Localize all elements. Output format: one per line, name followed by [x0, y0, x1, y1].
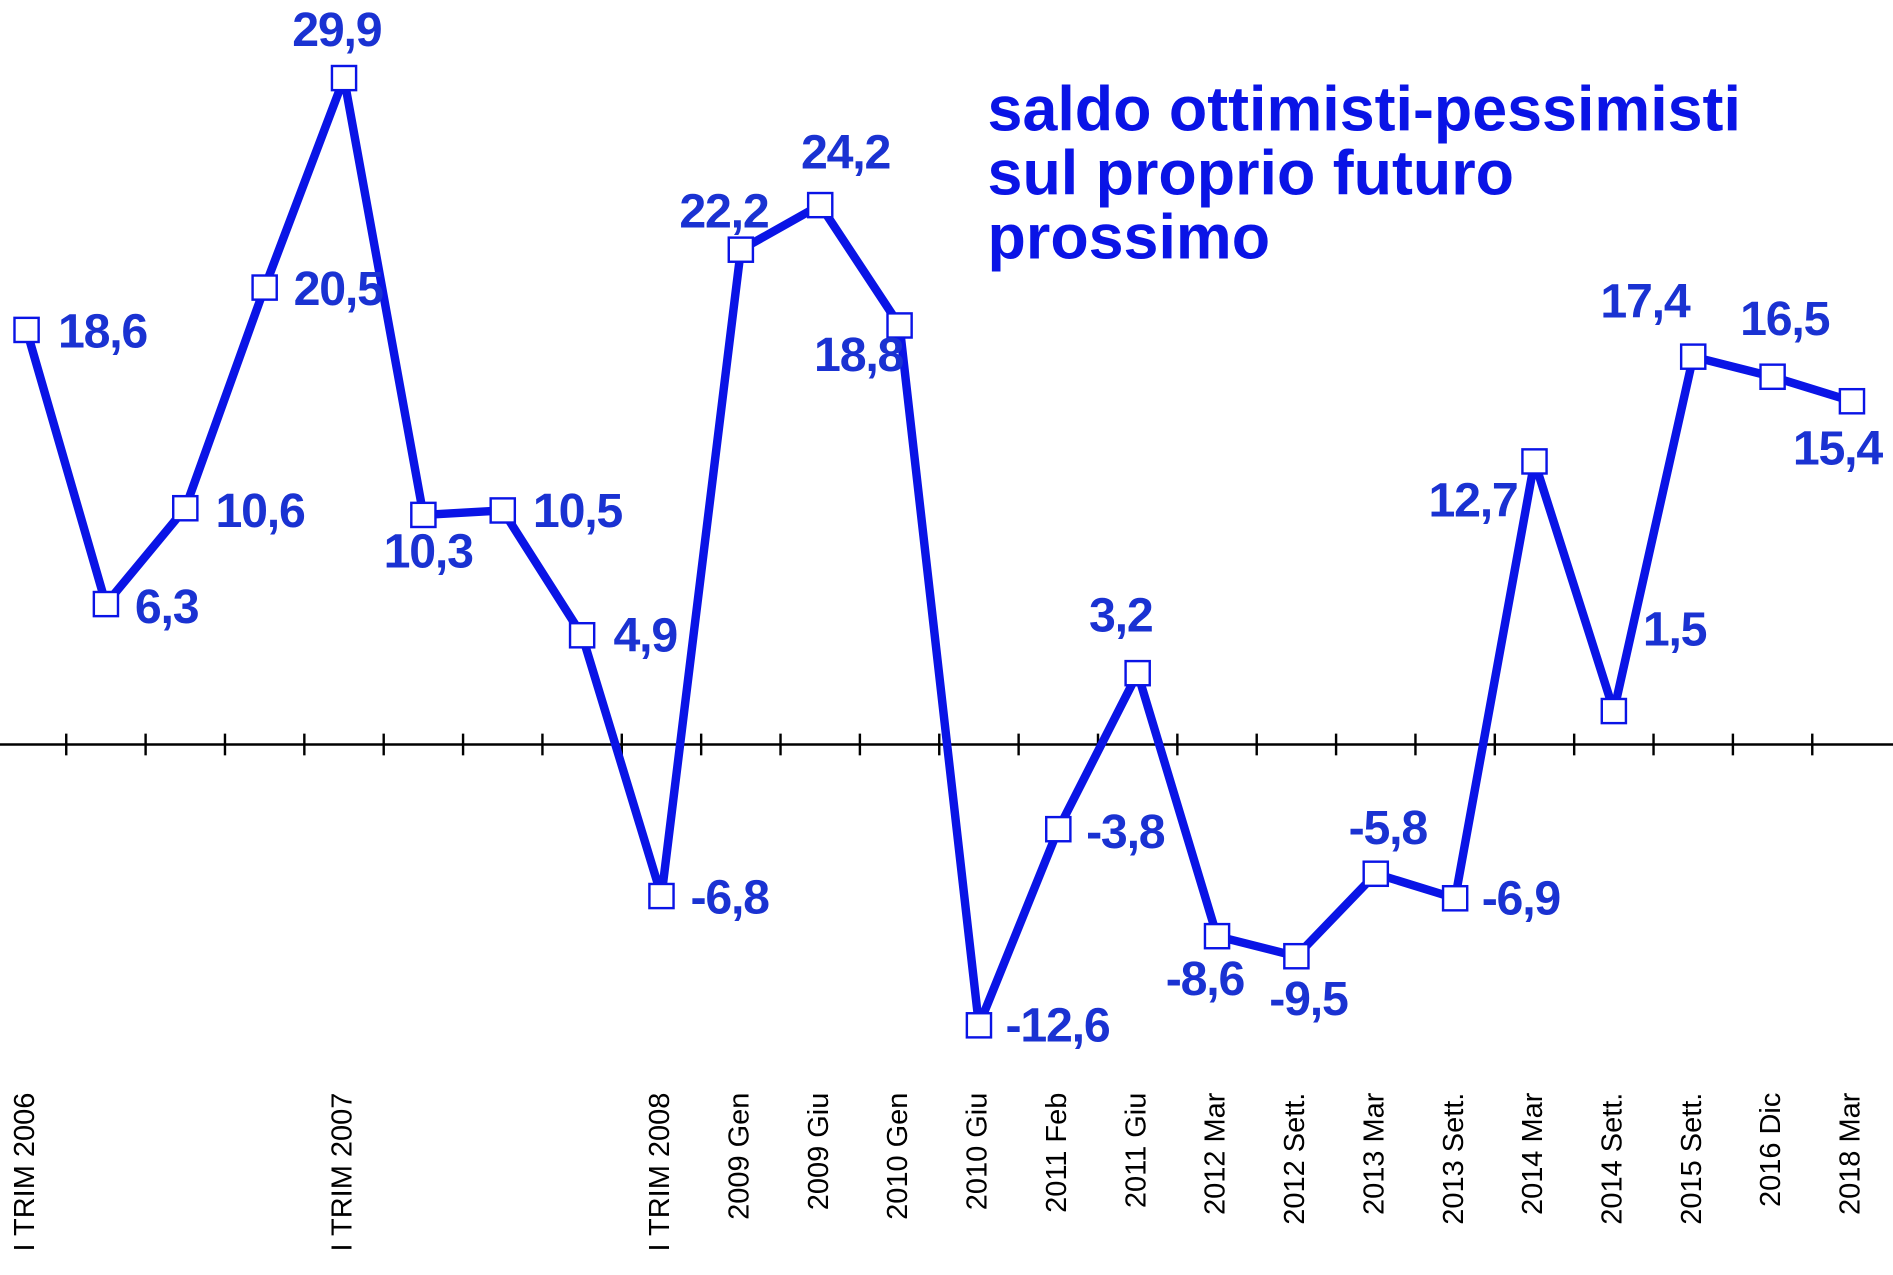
- data-point: [1441, 884, 1469, 912]
- data-point: [172, 494, 199, 522]
- data-label: 3,2: [1089, 589, 1153, 643]
- data-point: [1045, 815, 1072, 843]
- series-line: [22, 73, 1854, 1030]
- x-tick-label: 2011 Feb: [1041, 1093, 1073, 1213]
- x-tick-label: 2015 Sett.: [1676, 1093, 1708, 1225]
- data-point: [568, 621, 596, 649]
- data-label: 17,4: [1600, 275, 1690, 329]
- x-tick-label: 2011 Giu: [1120, 1093, 1152, 1208]
- x-tick-label: 2012 Sett.: [1279, 1093, 1311, 1225]
- x-tick-label: 2018 Mar: [1835, 1092, 1867, 1215]
- x-tick-label: I TRIM 2006: [9, 1093, 41, 1252]
- data-point: [489, 497, 517, 524]
- data-label: 4,9: [614, 609, 678, 663]
- data-label: 16,5: [1740, 292, 1829, 346]
- data-label: -8,6: [1166, 952, 1245, 1006]
- x-tick-label: 2014 Sett.: [1597, 1093, 1629, 1225]
- data-point: [886, 312, 913, 339]
- data-point: [1521, 448, 1548, 475]
- data-point: [330, 64, 358, 92]
- data-point: [1679, 343, 1707, 370]
- chart-title: saldo ottimisti-pessimisti: [988, 74, 1741, 144]
- x-tick-label: 2012 Mar: [1200, 1092, 1232, 1215]
- x-tick-label: 2014 Mar: [1517, 1092, 1549, 1215]
- data-label: 24,2: [801, 125, 890, 179]
- data-point: [806, 191, 834, 219]
- data-label: -6,9: [1482, 872, 1561, 926]
- data-label: -3,8: [1086, 805, 1165, 859]
- data-point: [727, 236, 755, 263]
- x-tick-label: 2009 Gen: [724, 1093, 756, 1220]
- chart-title: prossimo: [988, 202, 1271, 272]
- data-label: -6,8: [690, 871, 769, 925]
- x-tick-label: 2010 Gen: [882, 1093, 914, 1220]
- data-label: 12,7: [1428, 473, 1517, 527]
- data-point: [410, 501, 437, 529]
- data-label: 1,5: [1643, 602, 1707, 656]
- data-point: [13, 316, 40, 344]
- x-tick-label: 2013 Mar: [1358, 1092, 1390, 1215]
- x-tick-label: 2013 Sett.: [1438, 1093, 1470, 1225]
- data-point: [1203, 922, 1231, 950]
- data-point: [1124, 659, 1151, 687]
- data-label: 20,5: [294, 262, 383, 316]
- data-point: [1838, 387, 1866, 415]
- data-label: 10,5: [533, 484, 622, 538]
- data-point: [1283, 942, 1310, 970]
- data-label: -12,6: [1005, 999, 1109, 1053]
- data-point: [1759, 363, 1786, 391]
- data-label: 18,8: [814, 328, 903, 382]
- x-tick-label: 2010 Giu: [962, 1093, 994, 1211]
- data-label: 6,3: [135, 580, 199, 634]
- x-tick-label: 2009 Giu: [803, 1093, 835, 1211]
- data-label: 15,4: [1793, 422, 1883, 476]
- data-point: [648, 882, 675, 910]
- data-point: [92, 590, 120, 618]
- data-point: [1362, 860, 1390, 888]
- x-tick-label: I TRIM 2008: [644, 1093, 676, 1252]
- data-point: [1600, 697, 1628, 725]
- data-label: 10,6: [215, 484, 304, 538]
- chart-title: sul proprio futuro: [988, 138, 1514, 208]
- x-tick-label: 2016 Dic: [1755, 1093, 1787, 1207]
- x-tick-label: I TRIM 2007: [327, 1093, 359, 1252]
- data-label: 22,2: [679, 184, 768, 238]
- data-point: [965, 1012, 993, 1039]
- data-point: [251, 274, 278, 301]
- data-label: -9,5: [1269, 972, 1348, 1026]
- data-label: -5,8: [1349, 801, 1428, 855]
- data-label: 29,9: [292, 3, 381, 57]
- data-label: 18,6: [58, 305, 147, 359]
- data-label: 10,3: [384, 525, 473, 579]
